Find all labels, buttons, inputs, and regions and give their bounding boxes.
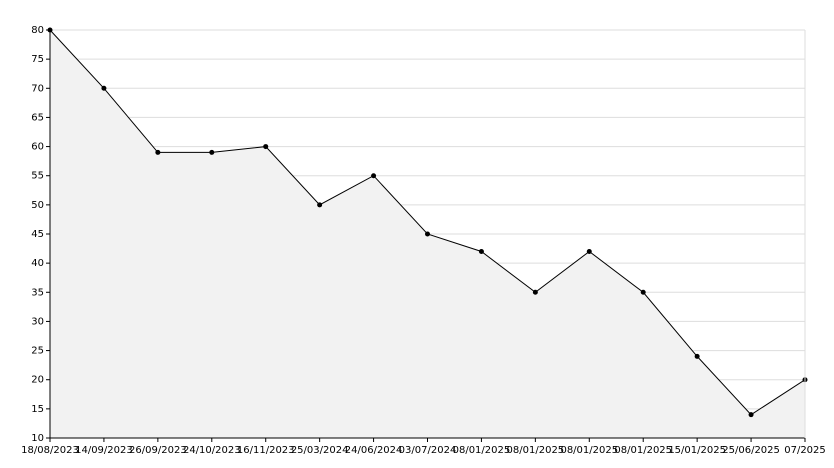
y-tick-label: 55 bbox=[31, 171, 44, 182]
x-tick-label: 15/01/2025 bbox=[668, 445, 726, 456]
y-tick-label: 50 bbox=[31, 200, 44, 211]
y-tick-label: 65 bbox=[31, 112, 44, 123]
x-tick-label: 25/06/2025 bbox=[722, 445, 780, 456]
y-tick-label: 35 bbox=[31, 287, 44, 298]
y-tick-label: 10 bbox=[31, 433, 44, 444]
point bbox=[209, 149, 215, 155]
x-tick-label: 25/03/2024 bbox=[291, 445, 349, 456]
x-tick-label: 14/09/2023 bbox=[75, 445, 133, 456]
y-tick-label: 25 bbox=[31, 346, 44, 357]
y-tick-label: 20 bbox=[31, 375, 44, 386]
point bbox=[101, 85, 107, 91]
x-tick-label: 18/08/2023 bbox=[21, 445, 79, 456]
point bbox=[425, 231, 430, 237]
y-tick-label: 75 bbox=[31, 54, 44, 65]
point bbox=[478, 248, 484, 254]
point bbox=[586, 248, 592, 254]
point bbox=[748, 412, 754, 418]
x-tick-label: 26/09/2023 bbox=[129, 445, 187, 456]
point bbox=[694, 353, 700, 359]
y-tick-label: 60 bbox=[31, 142, 44, 153]
x-tick-label: 24/06/2024 bbox=[345, 445, 403, 456]
x-tick-label: 03/07/2024 bbox=[399, 445, 457, 456]
point bbox=[155, 149, 161, 155]
x-tick-label: 07/2025 bbox=[784, 445, 826, 456]
point bbox=[640, 289, 646, 295]
y-tick-label: 70 bbox=[31, 83, 44, 94]
y-tick-label: 40 bbox=[31, 258, 44, 269]
x-tick-label: 24/10/2023 bbox=[183, 445, 241, 456]
x-tick-label: 08/01/2025 bbox=[614, 445, 672, 456]
y-tick-label: 45 bbox=[31, 229, 44, 240]
y-tick-label: 15 bbox=[31, 404, 44, 415]
x-tick-label: 16/11/2023 bbox=[237, 445, 295, 456]
point bbox=[532, 289, 538, 295]
x-tick-label: 08/01/2025 bbox=[507, 445, 565, 456]
point bbox=[317, 202, 323, 208]
x-tick-label: 08/01/2025 bbox=[453, 445, 511, 456]
point bbox=[263, 144, 269, 150]
y-tick-label: 80 bbox=[31, 25, 44, 36]
point bbox=[371, 173, 377, 179]
y-tick-label: 30 bbox=[31, 316, 44, 327]
x-tick-label: 08/01/2025 bbox=[560, 445, 618, 456]
